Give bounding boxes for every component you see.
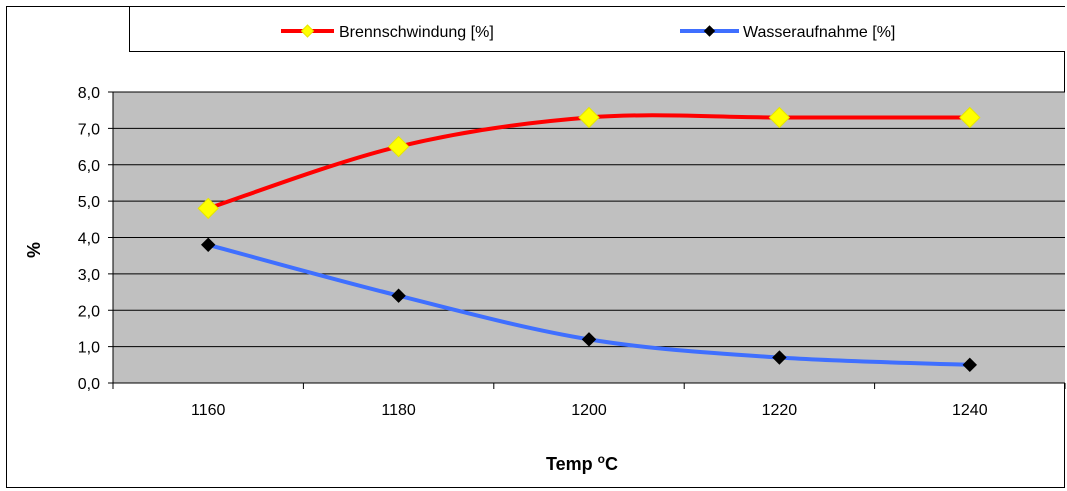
x-axis-title: Temp oC <box>546 452 618 474</box>
axes <box>108 91 1066 389</box>
legend-marker-1 <box>300 24 315 38</box>
y-tick-label: 6,0 <box>78 158 100 175</box>
series-markers <box>197 106 981 373</box>
legend: Brennschwindung [%] Wasseraufnahme [%] <box>281 24 895 41</box>
series-2-marker <box>962 357 978 373</box>
series-1-marker <box>959 106 981 129</box>
series-1-marker <box>387 135 410 158</box>
legend-label-2: Wasseraufnahme [%] <box>743 24 895 41</box>
y-tick-label: 5,0 <box>78 194 100 211</box>
series-1-marker <box>197 197 219 220</box>
series-2-marker <box>200 237 216 252</box>
x-tick-label: 1180 <box>381 402 416 419</box>
x-tick-label: 1160 <box>191 402 226 419</box>
y-tick-label: 2,0 <box>78 303 100 320</box>
y-tick-labels: 0,0 1,0 2,0 3,0 4,0 5,0 6,0 7,0 8,0 <box>78 85 100 393</box>
series-1-marker <box>578 106 600 129</box>
x-tick-label: 1200 <box>571 402 607 419</box>
legend-marker-2 <box>703 25 716 37</box>
grid-lines <box>113 91 1065 348</box>
y-tick-label: 8,0 <box>78 85 100 102</box>
series-2-marker <box>391 288 406 303</box>
series-2-marker <box>772 350 787 365</box>
y-tick-label: 7,0 <box>78 121 100 138</box>
series-2-marker <box>581 332 597 347</box>
x-tick-label: 1240 <box>952 402 988 419</box>
series-1-marker <box>768 106 791 129</box>
x-tick-label: 1220 <box>762 402 798 419</box>
y-tick-label: 4,0 <box>78 231 100 248</box>
y-tick-label: 0,0 <box>78 376 100 393</box>
y-tick-label: 3,0 <box>78 267 100 284</box>
legend-label-1: Brennschwindung [%] <box>339 24 494 41</box>
x-tick-labels: 1160 1180 1200 1220 1240 <box>191 402 988 419</box>
y-tick-label: 1,0 <box>78 340 100 357</box>
y-axis-title: % <box>24 242 44 258</box>
